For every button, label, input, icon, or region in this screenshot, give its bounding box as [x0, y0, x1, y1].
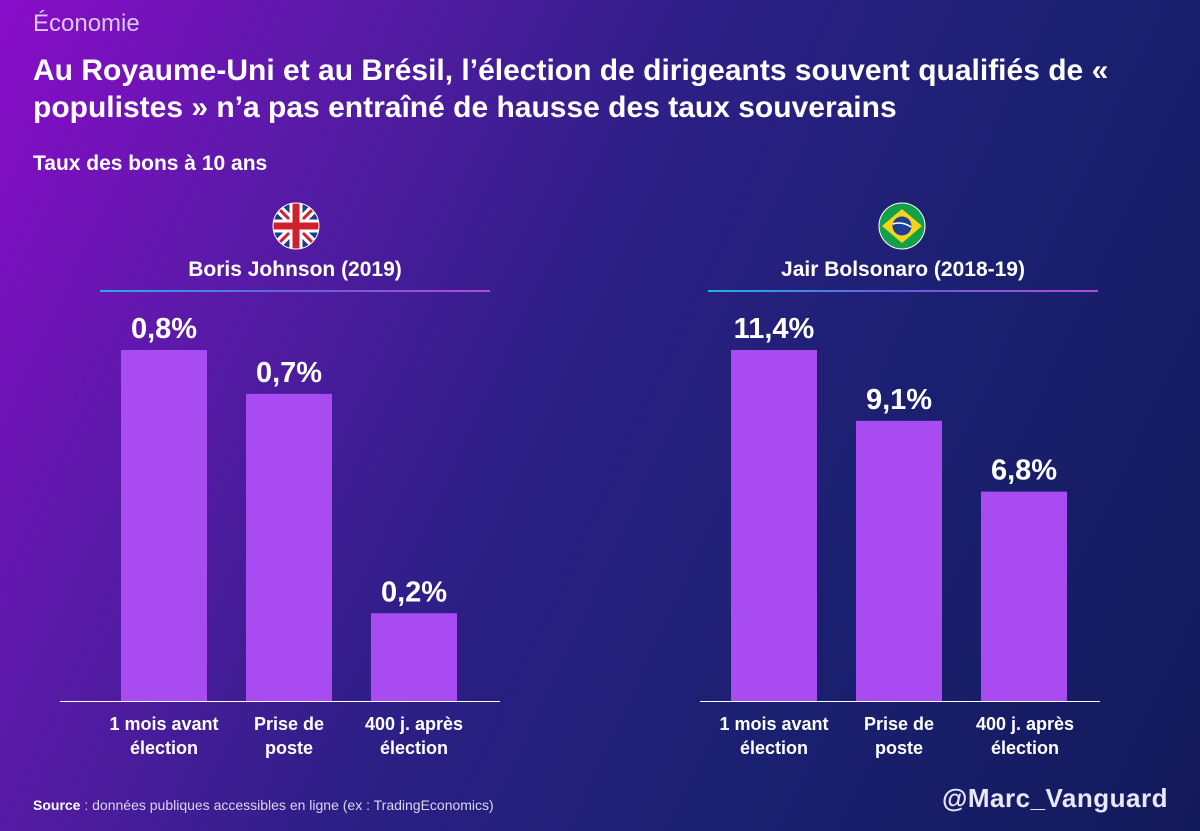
data-label-uk-2: 0,2% — [381, 576, 447, 608]
data-label-br-0: 11,4% — [734, 313, 815, 345]
category-label-line2: élection — [739, 738, 809, 758]
source-note: Source : données publiques accessibles e… — [33, 797, 494, 813]
data-label-uk-1: 0,7% — [256, 357, 322, 389]
category-label-line2: poste — [874, 738, 923, 758]
data-label-uk-0: 0,8% — [131, 313, 197, 345]
category-label-line2: élection — [990, 738, 1060, 758]
source-label: Source — [33, 797, 81, 813]
panel-divider-brazil — [708, 290, 1098, 292]
category-label-uk-1: Prise de poste — [219, 712, 359, 760]
category-label-line1: 1 mois avant — [109, 714, 219, 734]
category-label-line2: élection — [129, 738, 199, 758]
category-label-line1: 400 j. après — [975, 714, 1075, 734]
bar-br-1 — [856, 420, 942, 701]
chart-subtitle: Taux des bons à 10 ans — [33, 152, 268, 175]
brazil-flag-icon — [878, 202, 926, 250]
data-label-br-2: 6,8% — [991, 455, 1057, 487]
category-label: Économie — [33, 10, 140, 37]
uk-flag-icon — [272, 202, 320, 250]
bar-uk-0 — [121, 350, 207, 701]
category-label-line2: élection — [379, 738, 449, 758]
panel-divider-uk — [100, 290, 490, 292]
category-label-br-2: 400 j. après élection — [955, 712, 1095, 760]
category-label-br-1: Prise de poste — [829, 712, 969, 760]
bar-br-0 — [731, 350, 817, 701]
category-label-line1: 400 j. après — [364, 714, 464, 734]
panel-title-uk: Boris Johnson (2019) — [188, 258, 402, 281]
bar-uk-2 — [371, 613, 457, 701]
category-label-line1: Prise de — [863, 714, 935, 734]
category-label-line1: 1 mois avant — [719, 714, 829, 734]
panel-title-brazil: Jair Bolsonaro (2018-19) — [781, 258, 1025, 281]
author-handle: @Marc_Vanguard — [942, 783, 1168, 813]
category-label-line2: poste — [264, 738, 313, 758]
source-text: : données publiques accessibles en ligne… — [80, 797, 494, 813]
category-label-br-0: 1 mois avant élection — [704, 712, 844, 760]
bar-uk-1 — [246, 393, 332, 701]
category-label-line1: Prise de — [253, 714, 325, 734]
chart-title: Au Royaume-Uni et au Brésil, l’élection … — [33, 54, 1109, 124]
category-label-uk-0: 1 mois avant élection — [94, 712, 234, 760]
data-label-br-1: 9,1% — [866, 384, 932, 416]
bar-br-2 — [981, 491, 1067, 701]
category-label-uk-2: 400 j. après élection — [344, 712, 484, 760]
